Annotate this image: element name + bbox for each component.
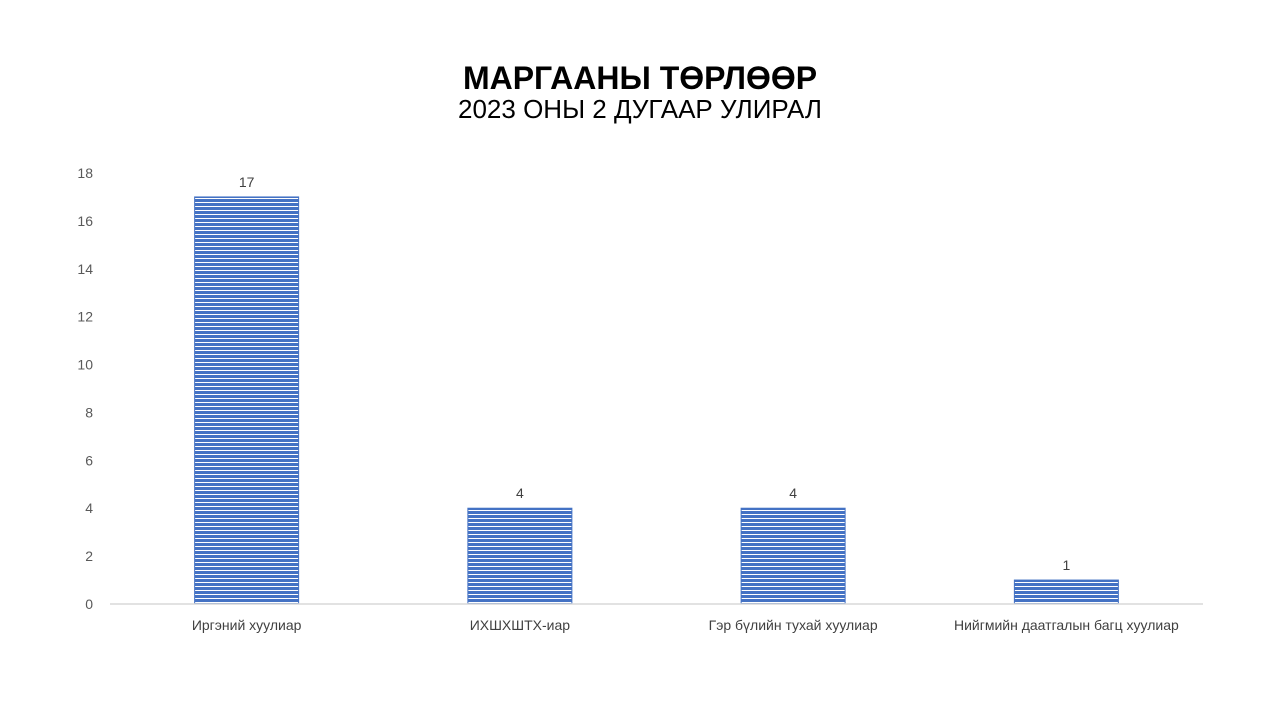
y-tick-label: 6	[85, 452, 93, 468]
x-category-label: Нийгмийн даатгалын багц хуулиар	[954, 617, 1179, 633]
y-tick-label: 2	[85, 548, 93, 564]
y-tick-label: 16	[77, 213, 93, 229]
y-tick-label: 14	[77, 261, 93, 277]
y-tick-label: 4	[85, 500, 93, 516]
y-tick-label: 10	[77, 357, 93, 373]
x-category-label: ИХШХШТХ-иар	[470, 617, 571, 633]
x-category-label: Иргэний хуулиар	[192, 617, 302, 633]
bar	[467, 507, 573, 605]
bar	[740, 507, 846, 605]
data-label: 4	[789, 485, 797, 501]
bar	[194, 196, 300, 605]
bars	[194, 196, 1119, 605]
y-axis: 0 2 4 6 8 10 12 14 16 18	[77, 165, 93, 612]
y-tick-label: 8	[85, 404, 93, 420]
data-labels: 17 4 4 1	[239, 174, 1071, 573]
y-tick-label: 18	[77, 165, 93, 181]
data-label: 17	[239, 174, 255, 190]
chart-subtitle: 2023 ОНЫ 2 ДУГААР УЛИРАЛ	[458, 94, 822, 124]
y-tick-label: 12	[77, 309, 93, 325]
x-category-label: Гэр бүлийн тухай хуулиар	[709, 617, 878, 633]
chart-title: МАРГААНЫ ТӨРЛӨӨР	[462, 60, 818, 96]
data-label: 4	[516, 485, 524, 501]
bar	[1013, 579, 1119, 605]
data-label: 1	[1062, 557, 1070, 573]
y-tick-label: 0	[85, 596, 93, 612]
x-axis: Иргэний хуулиар ИХШХШТХ-иар Гэр бүлийн тух…	[110, 603, 1203, 633]
